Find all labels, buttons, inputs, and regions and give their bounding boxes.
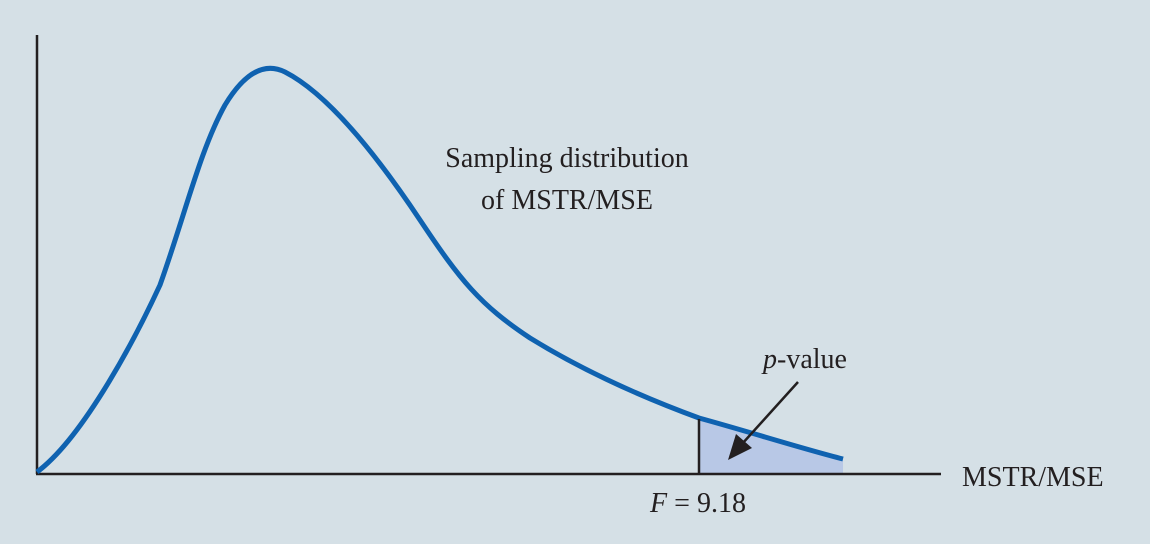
f-statistic-label: F = 9.18 [649, 488, 746, 519]
sampling-distribution-curve [35, 65, 844, 475]
p-value-label-italic: p [761, 344, 777, 375]
curve-label-line1: Sampling distribution [445, 143, 688, 174]
p-value-shaded-area [699, 418, 843, 474]
p-value-arrow-shaft [741, 381, 799, 445]
f-label-italic: F [649, 488, 668, 519]
x-axis-label: MSTR/MSE [962, 462, 1104, 493]
p-value-label-rest: -value [777, 344, 847, 375]
curve-label-line2: of MSTR/MSE [481, 185, 653, 216]
p-value-arrow-head [728, 434, 752, 460]
p-value-label: p-value [761, 344, 847, 375]
f-label-rest: = 9.18 [667, 488, 746, 519]
